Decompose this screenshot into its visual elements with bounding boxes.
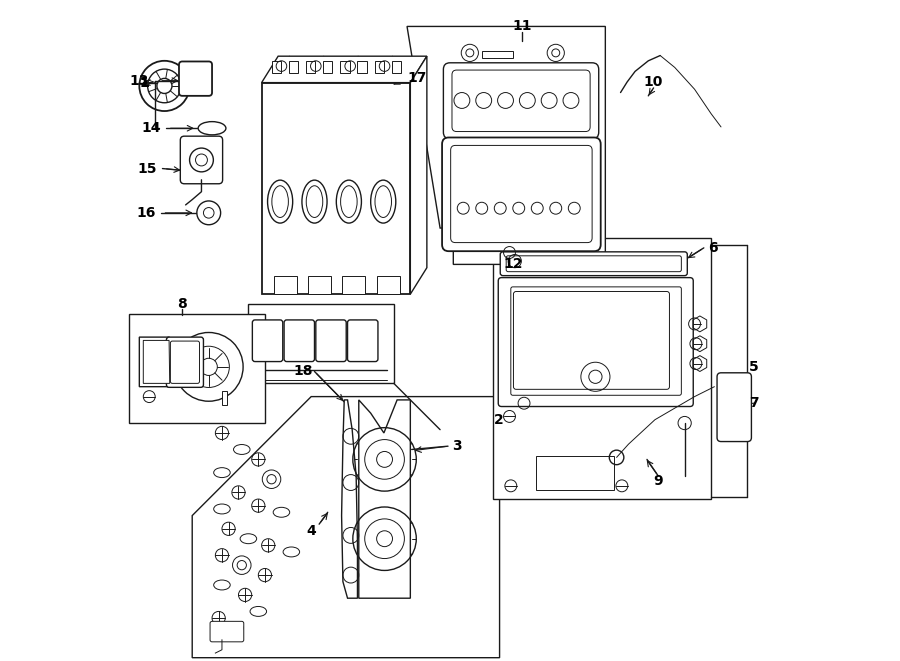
FancyBboxPatch shape	[210, 621, 244, 642]
Polygon shape	[407, 26, 606, 264]
FancyBboxPatch shape	[252, 320, 283, 362]
Bar	[392, 61, 401, 73]
Text: 15: 15	[138, 161, 157, 176]
FancyBboxPatch shape	[506, 256, 681, 272]
Bar	[342, 276, 365, 294]
Bar	[222, 391, 227, 405]
Text: 11: 11	[512, 19, 532, 34]
Polygon shape	[359, 400, 410, 598]
Polygon shape	[342, 400, 357, 598]
Bar	[536, 456, 614, 490]
Bar	[493, 238, 711, 499]
FancyBboxPatch shape	[347, 320, 378, 362]
Text: 12: 12	[504, 257, 523, 272]
Text: 10: 10	[644, 75, 663, 89]
FancyBboxPatch shape	[511, 287, 681, 395]
Text: 2: 2	[493, 412, 503, 427]
Bar	[308, 276, 331, 294]
Bar	[376, 276, 400, 294]
Bar	[306, 61, 315, 73]
FancyBboxPatch shape	[514, 292, 670, 389]
Bar	[340, 61, 349, 73]
Text: 5: 5	[749, 360, 759, 374]
Bar	[482, 51, 514, 58]
FancyBboxPatch shape	[451, 145, 592, 243]
Polygon shape	[140, 337, 174, 387]
Bar	[274, 276, 297, 294]
FancyBboxPatch shape	[444, 63, 598, 139]
FancyBboxPatch shape	[180, 136, 222, 184]
Polygon shape	[410, 56, 427, 294]
Text: 16: 16	[136, 206, 156, 220]
FancyBboxPatch shape	[452, 70, 590, 132]
Bar	[130, 314, 265, 423]
Text: 14: 14	[141, 121, 161, 136]
Bar	[248, 304, 394, 383]
Bar	[289, 61, 298, 73]
FancyBboxPatch shape	[284, 320, 314, 362]
Text: 13: 13	[130, 73, 149, 88]
Bar	[323, 61, 332, 73]
FancyBboxPatch shape	[316, 320, 346, 362]
FancyBboxPatch shape	[499, 278, 693, 407]
Text: 4: 4	[306, 524, 316, 539]
FancyBboxPatch shape	[170, 341, 200, 383]
Text: 3: 3	[452, 439, 462, 453]
FancyBboxPatch shape	[442, 137, 600, 251]
Text: 6: 6	[708, 241, 718, 255]
Bar	[262, 83, 410, 294]
Polygon shape	[262, 56, 427, 83]
Bar	[374, 61, 384, 73]
Polygon shape	[193, 397, 500, 658]
Text: 1: 1	[140, 75, 149, 90]
Bar	[272, 61, 281, 73]
Text: 9: 9	[653, 474, 663, 488]
Polygon shape	[143, 340, 170, 383]
FancyBboxPatch shape	[717, 373, 752, 442]
Text: 1: 1	[140, 75, 149, 90]
Text: 18: 18	[293, 364, 313, 379]
Text: 17: 17	[408, 71, 427, 85]
Text: 8: 8	[177, 297, 187, 311]
Bar	[357, 61, 366, 73]
FancyBboxPatch shape	[166, 337, 203, 387]
FancyBboxPatch shape	[179, 61, 212, 96]
FancyBboxPatch shape	[500, 252, 688, 276]
Text: 7: 7	[749, 396, 759, 410]
